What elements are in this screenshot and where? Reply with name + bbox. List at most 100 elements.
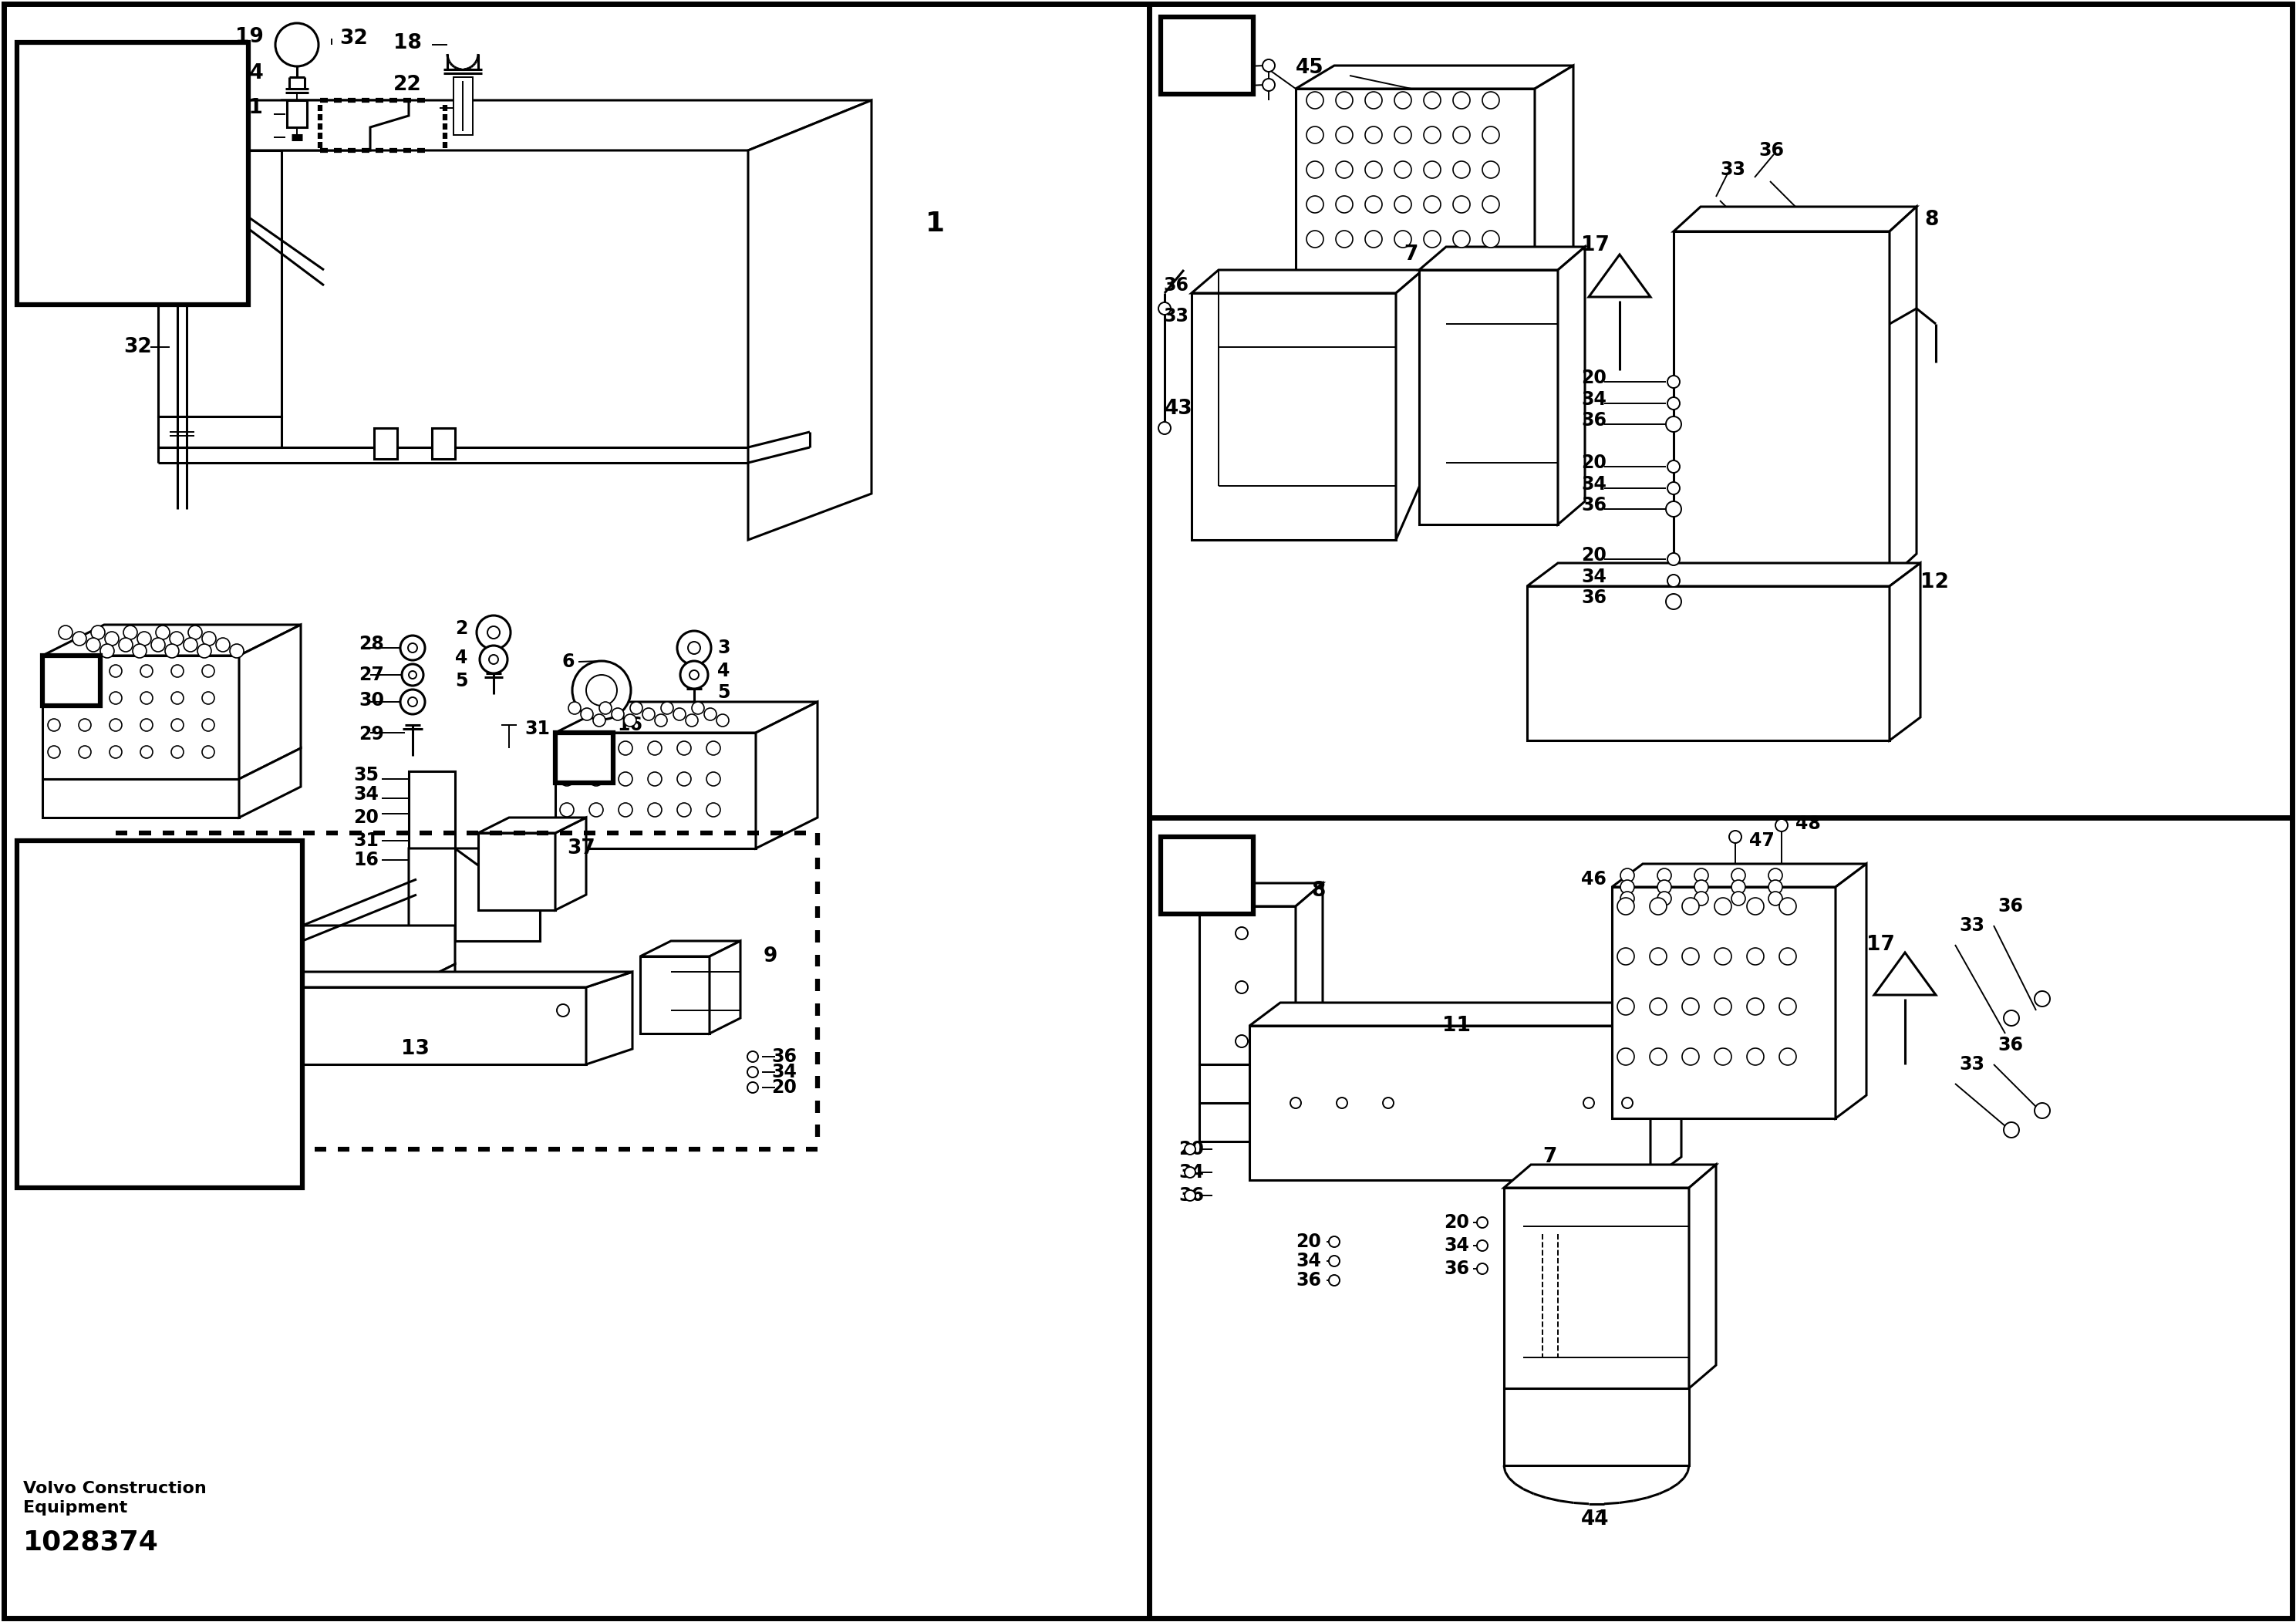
Polygon shape	[1534, 65, 1573, 294]
Circle shape	[409, 672, 416, 678]
Polygon shape	[188, 972, 631, 988]
Circle shape	[1584, 1098, 1593, 1108]
Polygon shape	[1651, 1002, 1681, 1181]
Circle shape	[618, 741, 631, 756]
Circle shape	[48, 665, 60, 676]
Text: 36: 36	[1998, 897, 2023, 915]
Circle shape	[1366, 92, 1382, 109]
Text: 17: 17	[1867, 934, 1894, 955]
Circle shape	[1424, 230, 1440, 248]
Text: 1: 1	[925, 211, 946, 237]
Circle shape	[1453, 161, 1469, 178]
Circle shape	[592, 714, 606, 727]
Circle shape	[48, 693, 60, 704]
Circle shape	[71, 1111, 92, 1134]
Circle shape	[1453, 92, 1469, 109]
Circle shape	[71, 1035, 92, 1056]
Polygon shape	[1192, 269, 1424, 294]
Circle shape	[1683, 897, 1699, 915]
Circle shape	[110, 719, 122, 732]
Circle shape	[1159, 302, 1171, 315]
Circle shape	[48, 719, 60, 732]
Circle shape	[1616, 1048, 1635, 1066]
Polygon shape	[1295, 89, 1534, 294]
Bar	[374, 428, 397, 459]
Circle shape	[687, 714, 698, 727]
Circle shape	[1394, 161, 1412, 178]
Circle shape	[1779, 947, 1795, 965]
Circle shape	[1768, 881, 1782, 894]
Polygon shape	[239, 624, 301, 779]
Circle shape	[705, 709, 716, 720]
Circle shape	[1394, 127, 1412, 143]
Text: 26: 26	[18, 200, 44, 217]
Text: A: A	[48, 665, 67, 689]
Circle shape	[1621, 1098, 1632, 1108]
Polygon shape	[1249, 1002, 1681, 1025]
Circle shape	[1382, 1098, 1394, 1108]
Text: 30: 30	[358, 691, 383, 709]
Circle shape	[1779, 998, 1795, 1015]
Text: 23: 23	[124, 290, 152, 311]
Polygon shape	[158, 101, 872, 151]
Polygon shape	[1835, 865, 1867, 1118]
Text: 16: 16	[354, 850, 379, 869]
Text: 44: 44	[1582, 1510, 1609, 1530]
Circle shape	[1483, 92, 1499, 109]
Circle shape	[110, 693, 122, 704]
Text: 33: 33	[1164, 307, 1189, 326]
Circle shape	[489, 655, 498, 663]
Text: 31: 31	[523, 720, 549, 738]
Circle shape	[1424, 161, 1440, 178]
Text: 31: 31	[354, 832, 379, 850]
Polygon shape	[1559, 247, 1584, 524]
Circle shape	[1336, 92, 1352, 109]
Circle shape	[73, 631, 87, 646]
Text: 20: 20	[209, 1093, 234, 1113]
Circle shape	[1366, 127, 1382, 143]
Text: 16: 16	[618, 715, 643, 735]
Circle shape	[1424, 127, 1440, 143]
Text: 20: 20	[354, 808, 379, 827]
Circle shape	[560, 772, 574, 787]
Circle shape	[1715, 897, 1731, 915]
Circle shape	[276, 23, 319, 67]
Circle shape	[1747, 947, 1763, 965]
Text: 38: 38	[138, 1077, 165, 1095]
Polygon shape	[478, 817, 585, 834]
Text: 43: 43	[1164, 399, 1194, 418]
Bar	[41, 655, 101, 706]
Polygon shape	[1527, 563, 1919, 586]
Circle shape	[611, 709, 625, 720]
Polygon shape	[556, 702, 817, 733]
Circle shape	[560, 741, 574, 756]
Circle shape	[1336, 127, 1352, 143]
Circle shape	[1731, 868, 1745, 882]
Circle shape	[746, 1067, 758, 1077]
Circle shape	[172, 665, 184, 676]
Circle shape	[106, 631, 119, 646]
Circle shape	[78, 719, 92, 732]
Polygon shape	[239, 101, 409, 151]
Polygon shape	[1674, 206, 1917, 232]
Circle shape	[230, 644, 243, 659]
Polygon shape	[113, 193, 135, 221]
Circle shape	[248, 1135, 259, 1147]
Circle shape	[184, 637, 197, 652]
Polygon shape	[1674, 232, 1890, 579]
Circle shape	[1336, 161, 1352, 178]
Circle shape	[48, 746, 60, 757]
Circle shape	[1651, 998, 1667, 1015]
Circle shape	[1683, 947, 1699, 965]
Circle shape	[1235, 981, 1249, 993]
Circle shape	[677, 772, 691, 787]
Polygon shape	[41, 779, 239, 817]
Circle shape	[197, 644, 211, 659]
Circle shape	[188, 626, 202, 639]
Circle shape	[55, 1061, 108, 1114]
Polygon shape	[1199, 1064, 1295, 1103]
Polygon shape	[1396, 269, 1424, 540]
Text: 11: 11	[1442, 1015, 1472, 1036]
Polygon shape	[1295, 65, 1573, 89]
Text: 10: 10	[193, 952, 220, 973]
